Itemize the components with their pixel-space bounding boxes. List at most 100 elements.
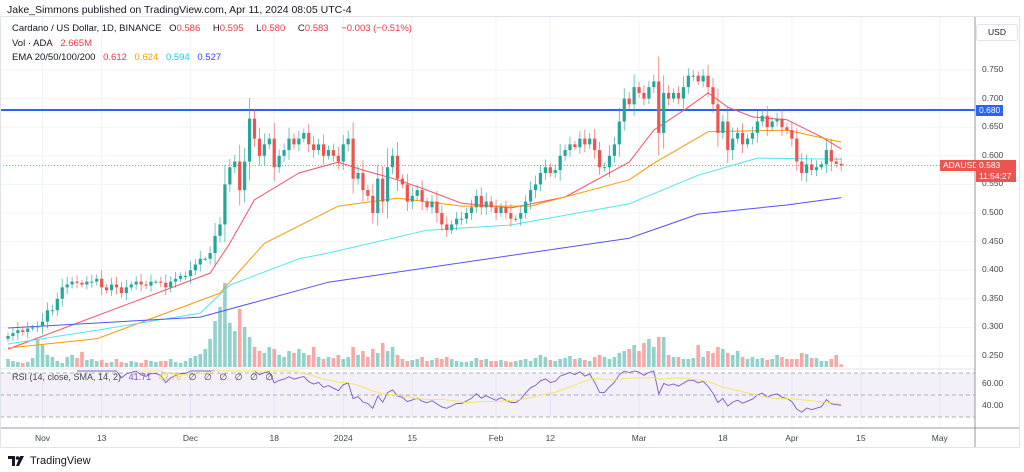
volume-bar	[538, 355, 543, 367]
volume-bar	[173, 362, 178, 367]
volume-bar	[745, 359, 750, 367]
na-value: ∅	[219, 372, 228, 382]
volume-bar	[464, 362, 469, 367]
volume-bar	[444, 357, 449, 367]
candle-body	[504, 207, 508, 213]
volume-bar	[583, 360, 587, 367]
volume-bar	[785, 359, 789, 367]
candle-body	[302, 132, 306, 139]
volume-bar	[346, 357, 350, 367]
candle-body	[489, 201, 493, 208]
volume-bar	[602, 357, 607, 367]
candle-body	[183, 275, 188, 277]
volume-bar	[218, 307, 222, 367]
volume-bar	[223, 283, 227, 367]
volume-bar	[622, 351, 627, 367]
volume-bar	[469, 361, 474, 367]
volume-bar	[558, 359, 562, 367]
candle-body	[632, 87, 636, 105]
ema-label[interactable]: EMA 20/50/100/200	[12, 52, 96, 63]
candle-body	[701, 75, 705, 82]
volume-bar	[45, 355, 50, 367]
candle-body	[479, 195, 483, 208]
candle-body	[11, 333, 15, 336]
high-value: 0.595	[219, 23, 244, 34]
volume-bar	[750, 357, 755, 367]
price-tick-label: 0.400	[982, 264, 1004, 275]
candle-body	[80, 282, 84, 285]
candle-body	[706, 75, 710, 88]
volume-bar	[790, 359, 794, 367]
time-tick-label: 2024	[333, 433, 353, 443]
ema100-value: 0.594	[165, 52, 190, 63]
volume-bar	[671, 357, 676, 367]
volume-bar	[617, 353, 622, 367]
volume-bar	[30, 358, 35, 367]
price-tick-label: 0.450	[982, 235, 1004, 246]
rsi-legend: RSI (14, close, SMA, 14, 2) 41.71 42.76 …	[12, 372, 278, 383]
candle-body	[474, 195, 478, 208]
volume-bar	[159, 361, 163, 367]
volume-bar	[824, 361, 829, 367]
volume-value: 2.665M	[60, 38, 92, 49]
candle-body	[50, 310, 54, 312]
candle-body	[612, 144, 616, 156]
candle-body	[696, 75, 700, 82]
volume-bar	[380, 343, 385, 367]
candle-body	[134, 281, 138, 285]
candle-body	[607, 155, 612, 168]
high-label: H	[212, 23, 220, 34]
volume-bar	[237, 309, 242, 367]
volume-bar	[504, 361, 508, 367]
volume-bar	[425, 361, 429, 367]
time-tick-label: 15	[856, 433, 866, 443]
candle-body	[543, 167, 547, 173]
ema200-line	[7, 197, 842, 329]
volume-bar	[311, 347, 316, 367]
volume-bar	[385, 351, 390, 367]
volume-bar	[597, 355, 602, 367]
candle-body	[667, 92, 671, 99]
candle-body	[809, 164, 814, 171]
candle-body	[341, 144, 345, 162]
candle-body	[627, 98, 631, 105]
volume-bar	[499, 360, 503, 367]
candle-body	[119, 287, 123, 294]
volume-bar	[287, 351, 291, 367]
volume-bar	[134, 362, 138, 367]
tradingview-logo[interactable]: TradingView	[8, 455, 91, 467]
rsi-label[interactable]: RSI (14, close, SMA, 14, 2)	[12, 372, 122, 382]
volume-bar	[104, 363, 109, 367]
candle-body	[780, 118, 784, 128]
candle-body	[711, 87, 715, 105]
time-tick-label: 15	[407, 433, 417, 443]
candle-body	[40, 321, 45, 327]
candle-body	[795, 138, 799, 162]
volume-bar	[474, 358, 479, 367]
candle-body	[21, 330, 25, 332]
ema50-value: 0.624	[134, 52, 159, 63]
volume-bar	[228, 323, 232, 367]
volume-label[interactable]: Vol · ADA	[12, 38, 53, 49]
candle-body	[647, 87, 651, 99]
time-tick-label: Apr	[785, 433, 799, 443]
volume-bar	[725, 353, 730, 367]
change-value: −0.003 (−0.51%)	[341, 23, 412, 34]
volume-bar	[701, 357, 705, 367]
symbol-tag: ADAUSD	[940, 160, 982, 171]
currency-button[interactable]: USD	[976, 24, 1018, 41]
candle-body	[395, 155, 400, 179]
candle-body	[721, 121, 725, 133]
volume-bar	[543, 357, 548, 367]
symbol-name[interactable]: Cardano / US Dollar, 1D, BINANCE	[12, 23, 162, 34]
time-tick-label: 18	[718, 433, 728, 443]
candle-body	[243, 161, 247, 191]
candle-body	[745, 138, 750, 145]
candle-body	[671, 92, 676, 99]
volume-bar	[198, 354, 203, 367]
volume-bar	[415, 359, 419, 367]
volume-bar	[242, 327, 247, 367]
volume-bar	[213, 321, 217, 367]
volume-bar	[390, 347, 395, 367]
